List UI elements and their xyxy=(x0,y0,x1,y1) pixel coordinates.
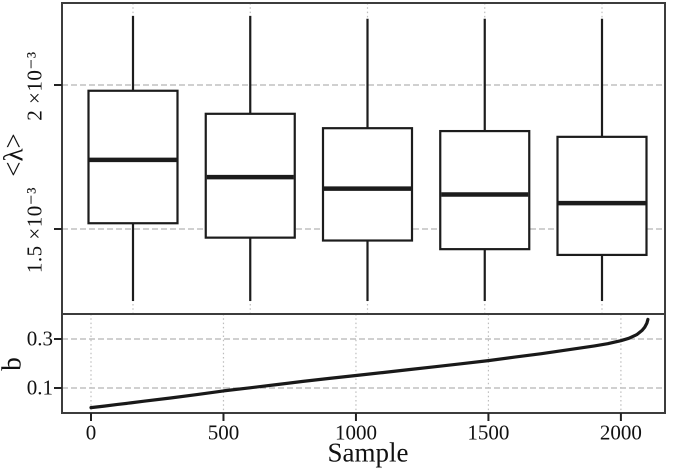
axis-ticks xyxy=(54,84,622,421)
y-axis-title-lambda: <λ> xyxy=(0,133,29,177)
x-tick-label: 1000 xyxy=(334,420,377,445)
box-rect xyxy=(556,135,648,257)
boxplot-box-3 xyxy=(321,18,414,301)
y-tick-label-lambda: 1.5 ×10⁻³ xyxy=(22,186,47,274)
boxplot-box-1 xyxy=(87,15,179,301)
box-rect xyxy=(321,127,414,242)
boxplot-box-4 xyxy=(439,18,531,301)
b-curve xyxy=(89,317,650,410)
boxplot-box-5 xyxy=(556,18,648,301)
x-axis-title-sample: Sample xyxy=(327,437,409,468)
x-tick-label: 500 xyxy=(207,420,240,445)
y-axis-title-b: b xyxy=(0,357,27,371)
box-rect xyxy=(439,129,531,251)
y-tick-label-lambda: 2 ×10⁻³ xyxy=(22,51,47,121)
y-tick-label-b: 0.3 xyxy=(26,326,53,351)
y-tick-label-b: 0.1 xyxy=(26,375,53,400)
bottom-panel-border xyxy=(61,313,666,414)
boxplot-box-2 xyxy=(204,15,296,301)
x-tick-label: 2000 xyxy=(599,420,642,445)
x-tick-label: 1500 xyxy=(467,420,510,445)
x-tick-label: 0 xyxy=(85,420,97,445)
box-rect xyxy=(87,89,179,225)
